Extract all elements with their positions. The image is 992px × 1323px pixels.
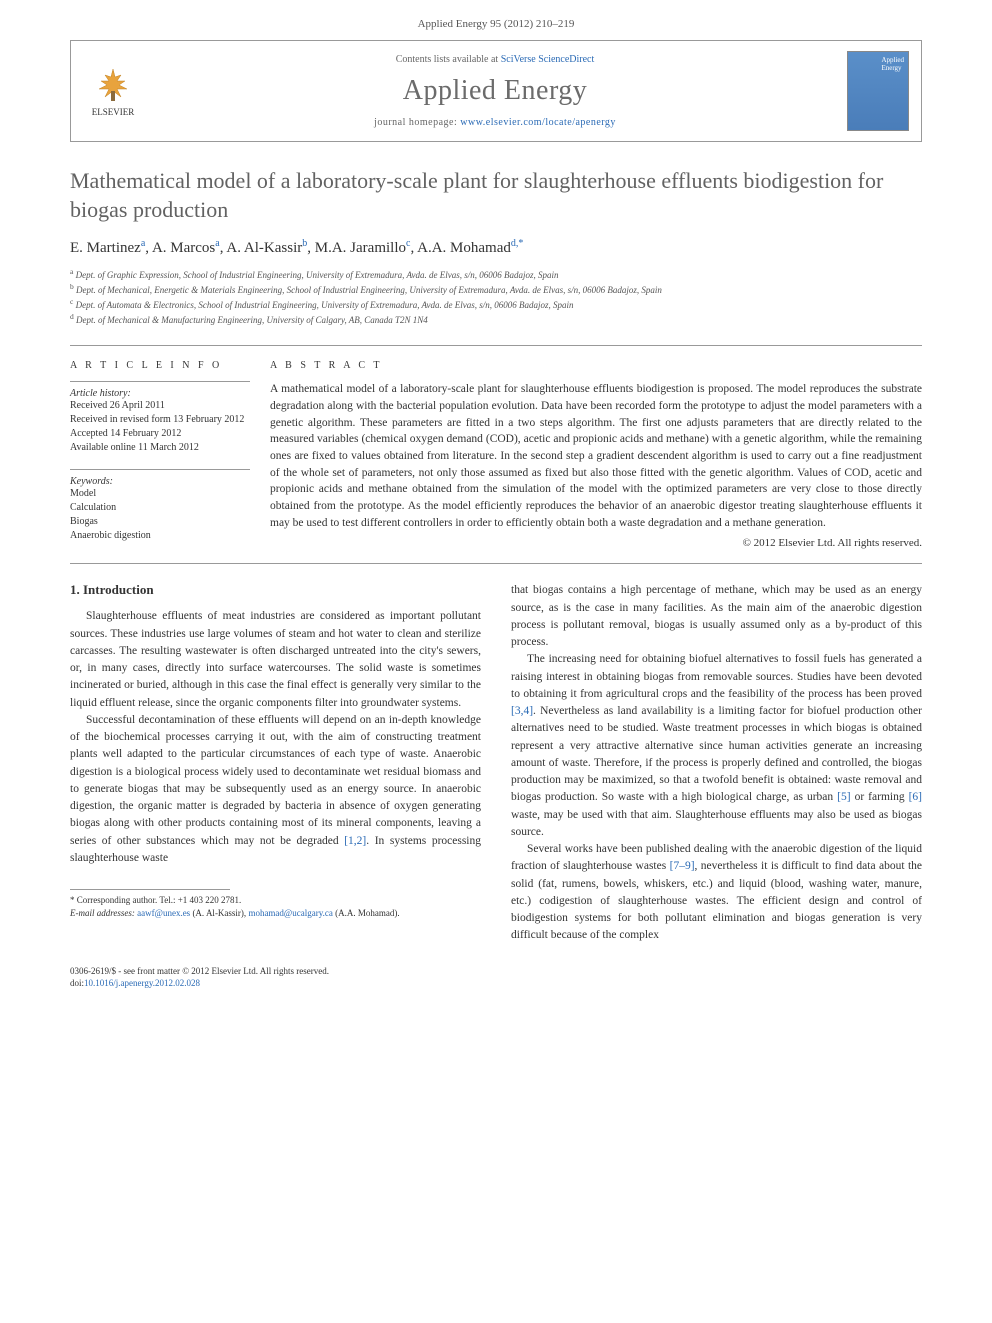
abstract-column: A B S T R A C T A mathematical model of … (270, 360, 922, 549)
intro-para-cont: that biogas contains a high percentage o… (511, 582, 922, 651)
homepage-url[interactable]: www.elsevier.com/locate/apenergy (460, 117, 616, 128)
journal-center-block: Contents lists available at SciVerse Sci… (143, 54, 847, 128)
affil-text: Dept. of Graphic Expression, School of I… (76, 270, 559, 280)
para-text: The increasing need for obtaining biofue… (511, 653, 922, 700)
para-text: waste, may be used with that aim. Slaugh… (511, 809, 922, 838)
history-line: Available online 11 March 2012 (70, 441, 250, 455)
footer-line-1: 0306-2619/$ - see front matter © 2012 El… (70, 965, 922, 978)
affil-sup: b (70, 282, 74, 291)
elsevier-tree-icon (93, 65, 133, 105)
keyword: Biogas (70, 515, 250, 529)
keyword: Model (70, 487, 250, 501)
email-who: (A. Al-Kassir), (190, 908, 248, 918)
keywords-label: Keywords: (70, 476, 250, 487)
keywords-block: Keywords: Model Calculation Biogas Anaer… (70, 469, 250, 543)
contents-prefix: Contents lists available at (396, 54, 501, 65)
author: A.A. Mohamad (417, 240, 511, 256)
intro-para-3: The increasing need for obtaining biofue… (511, 651, 922, 841)
affil-sup: c (70, 297, 73, 306)
authors-line: E. Martineza, A. Marcosa, A. Al-Kassirb,… (70, 238, 922, 257)
homepage-line: journal homepage: www.elsevier.com/locat… (143, 117, 847, 128)
para-text: . Nevertheless as land availability is a… (511, 705, 922, 803)
history-line: Received in revised form 13 February 201… (70, 413, 250, 427)
affiliation: c Dept. of Automata & Electronics, Schoo… (70, 297, 922, 312)
author-sup: b (302, 238, 307, 249)
para-text: Successful decontamination of these effl… (70, 714, 481, 847)
author-sup: a (215, 238, 219, 249)
affiliations-block: a Dept. of Graphic Expression, School of… (70, 267, 922, 327)
footnote-separator (70, 889, 230, 890)
history-label: Article history: (70, 388, 250, 399)
divider-info (70, 381, 250, 382)
affil-text: Dept. of Automata & Electronics, School … (76, 300, 574, 310)
email-who: (A.A. Mohamad). (333, 908, 400, 918)
para-text: or farming (851, 791, 909, 803)
article-info-heading: A R T I C L E I N F O (70, 360, 250, 371)
section-1-heading: 1. Introduction (70, 582, 481, 598)
intro-para-1: Slaughterhouse effluents of meat industr… (70, 608, 481, 712)
right-column: that biogas contains a high percentage o… (511, 582, 922, 944)
body-two-columns: 1. Introduction Slaughterhouse effluents… (70, 582, 922, 944)
footer-line-2: doi:10.1016/j.apenergy.2012.02.028 (70, 977, 922, 990)
keyword: Calculation (70, 501, 250, 515)
affil-text: Dept. of Mechanical & Manufacturing Engi… (76, 315, 428, 325)
sciencedirect-link[interactable]: SciVerse ScienceDirect (501, 54, 595, 65)
elsevier-logo: ELSEVIER (83, 56, 143, 126)
page-header-citation: Applied Energy 95 (2012) 210–219 (0, 0, 992, 40)
citation-link[interactable]: [1,2] (344, 835, 366, 847)
abstract-text: A mathematical model of a laboratory-sca… (270, 381, 922, 531)
doi-link[interactable]: 10.1016/j.apenergy.2012.02.028 (84, 978, 200, 988)
doi-prefix: doi: (70, 978, 84, 988)
left-column: 1. Introduction Slaughterhouse effluents… (70, 582, 481, 944)
keyword: Anaerobic digestion (70, 529, 250, 543)
intro-para-4: Several works have been published dealin… (511, 841, 922, 945)
para-text: , nevertheless it is difficult to find d… (511, 860, 922, 941)
page-footer: 0306-2619/$ - see front matter © 2012 El… (70, 965, 922, 990)
citation-link[interactable]: [6] (909, 791, 922, 803)
divider-keywords (70, 469, 250, 470)
citation-link[interactable]: [5] (837, 791, 850, 803)
homepage-prefix: journal homepage: (374, 117, 460, 128)
affiliation: d Dept. of Mechanical & Manufacturing En… (70, 312, 922, 327)
contents-available-line: Contents lists available at SciVerse Sci… (143, 54, 847, 65)
history-line: Received 26 April 2011 (70, 399, 250, 413)
author: E. Martinez (70, 240, 141, 256)
affiliation: a Dept. of Graphic Expression, School of… (70, 267, 922, 282)
affil-sup: a (70, 267, 73, 276)
info-abstract-row: A R T I C L E I N F O Article history: R… (70, 346, 922, 563)
history-line: Accepted 14 February 2012 (70, 427, 250, 441)
elsevier-label: ELSEVIER (92, 107, 135, 117)
article-title: Mathematical model of a laboratory-scale… (70, 167, 922, 224)
abstract-copyright: © 2012 Elsevier Ltd. All rights reserved… (270, 537, 922, 549)
affil-sup: d (70, 312, 74, 321)
divider-bottom (70, 563, 922, 564)
affiliation: b Dept. of Mechanical, Energetic & Mater… (70, 282, 922, 297)
journal-cover-thumbnail (847, 51, 909, 131)
journal-banner: ELSEVIER Contents lists available at Sci… (70, 40, 922, 142)
author: M.A. Jaramillo (315, 240, 406, 256)
email-link[interactable]: aawf@unex.es (137, 908, 190, 918)
email-link[interactable]: mohamad@ucalgary.ca (248, 908, 332, 918)
abstract-heading: A B S T R A C T (270, 360, 922, 371)
journal-name: Applied Energy (143, 75, 847, 107)
article-info-column: A R T I C L E I N F O Article history: R… (70, 360, 270, 549)
author: A. Marcos (152, 240, 215, 256)
author-sup: c (406, 238, 410, 249)
corresponding-footnote: * Corresponding author. Tel.: +1 403 220… (70, 894, 481, 907)
citation-link[interactable]: [3,4] (511, 705, 533, 717)
email-label: E-mail addresses: (70, 908, 135, 918)
intro-para-2: Successful decontamination of these effl… (70, 712, 481, 867)
affil-text: Dept. of Mechanical, Energetic & Materia… (76, 285, 662, 295)
author-sup: a (141, 238, 145, 249)
email-footnote: E-mail addresses: aawf@unex.es (A. Al-Ka… (70, 907, 481, 920)
author: A. Al-Kassir (226, 240, 302, 256)
author-sup-corresponding[interactable]: d,* (511, 238, 524, 249)
citation-link[interactable]: [7–9] (670, 860, 695, 872)
